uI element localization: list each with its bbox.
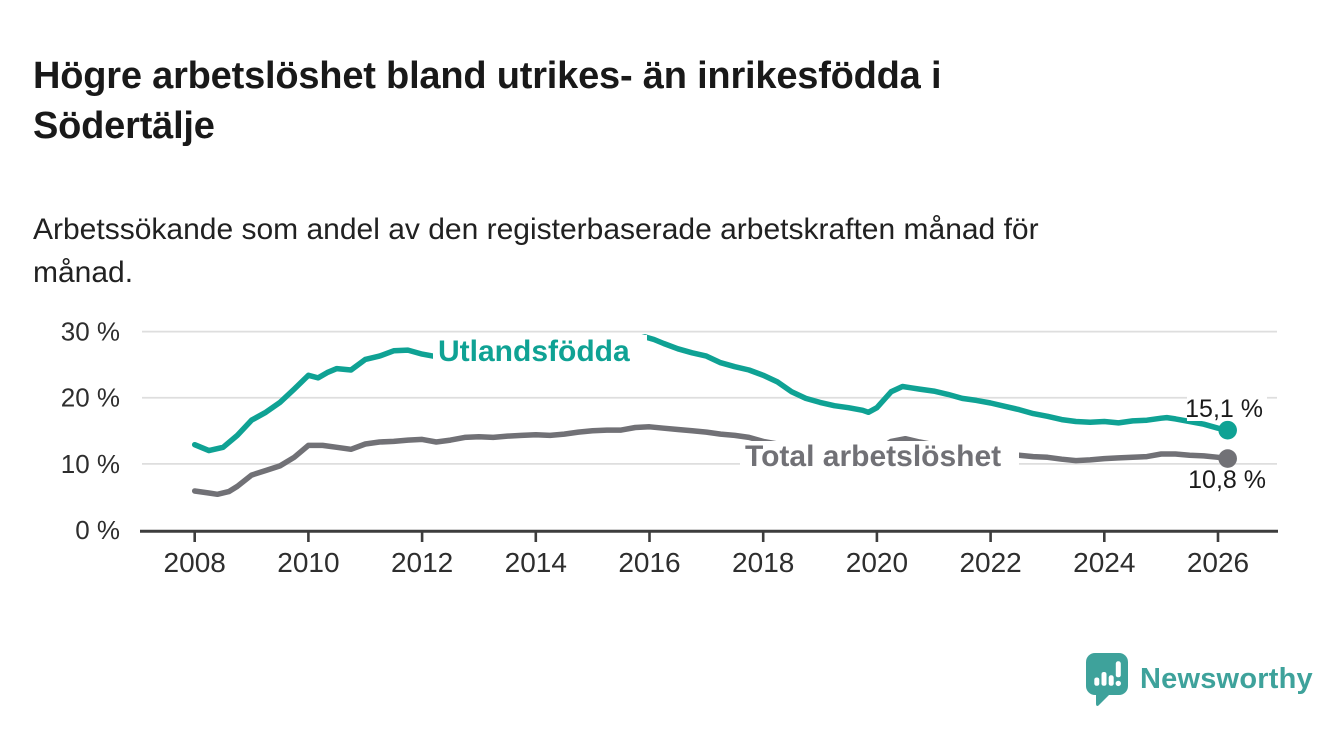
newsworthy-logo-icon: [1086, 653, 1128, 706]
series-end-value-total-arbetsl-shet: 10,8 %: [1188, 466, 1266, 494]
x-tick-label-2020: 2020: [846, 547, 908, 578]
series-end-dot-utlandsf-dda: [1218, 420, 1237, 440]
series-label-total-arbetsl-shet: Total arbetslöshet: [745, 440, 1001, 473]
page-title-line-2: Södertälje: [33, 105, 215, 148]
logo-bubble: [1086, 653, 1128, 695]
x-tick-label-2014: 2014: [505, 547, 567, 578]
series-line-utlandsf-dda: [191, 334, 1231, 454]
logo-bubble-tail: [1096, 693, 1111, 706]
series-label-halo-utlandsf-dda: [433, 335, 647, 370]
series-end-dot-total-arbetsl-shet: [1218, 449, 1237, 468]
series-label-utlandsf-dda: Utlandsfödda: [438, 335, 630, 368]
series-end-value-utlandsf-dda: 15,1 %: [1185, 395, 1263, 423]
logo-bar-chart-icon: [1094, 661, 1121, 687]
x-tick-label-2010: 2010: [277, 547, 339, 578]
chart-subtitle-line-2: månad.: [33, 256, 134, 289]
y-tick-label-30: 30 %: [61, 317, 120, 347]
chart-subtitle-line-1: Arbetssökande som andel av den registerb…: [33, 213, 1039, 246]
page-title: Högre arbetslöshet bland utrikes- än inr…: [33, 51, 1203, 151]
y-tick-label-10: 10 %: [61, 449, 120, 479]
end-label-halo-utlandsf-dda: [1187, 396, 1267, 421]
end-label-halo-total-arbetsl-shet: [1187, 465, 1270, 491]
x-tick-label-2018: 2018: [732, 547, 794, 578]
series-label-halo-total-arbetsl-shet: [740, 441, 1019, 472]
x-tick-label-2008: 2008: [164, 547, 226, 578]
page-title-line-1: Högre arbetslöshet bland utrikes- än inr…: [33, 55, 942, 98]
x-tick-label-2022: 2022: [959, 547, 1021, 578]
y-tick-label-20: 20 %: [61, 383, 120, 413]
x-tick-label-2016: 2016: [618, 547, 680, 578]
newsworthy-logo-text: Newsworthy: [1140, 663, 1313, 695]
series-line-total-arbetsl-shet: [191, 424, 1231, 498]
x-tick-label-2012: 2012: [391, 547, 453, 578]
x-tick-label-2026: 2026: [1187, 547, 1249, 578]
y-tick-label-0: 0 %: [75, 515, 120, 545]
x-tick-label-2024: 2024: [1073, 547, 1135, 578]
newsworthy-logo: Newsworthy: [1085, 652, 1313, 707]
chart-subtitle: Arbetssökande som andel av den registerb…: [33, 208, 1253, 294]
